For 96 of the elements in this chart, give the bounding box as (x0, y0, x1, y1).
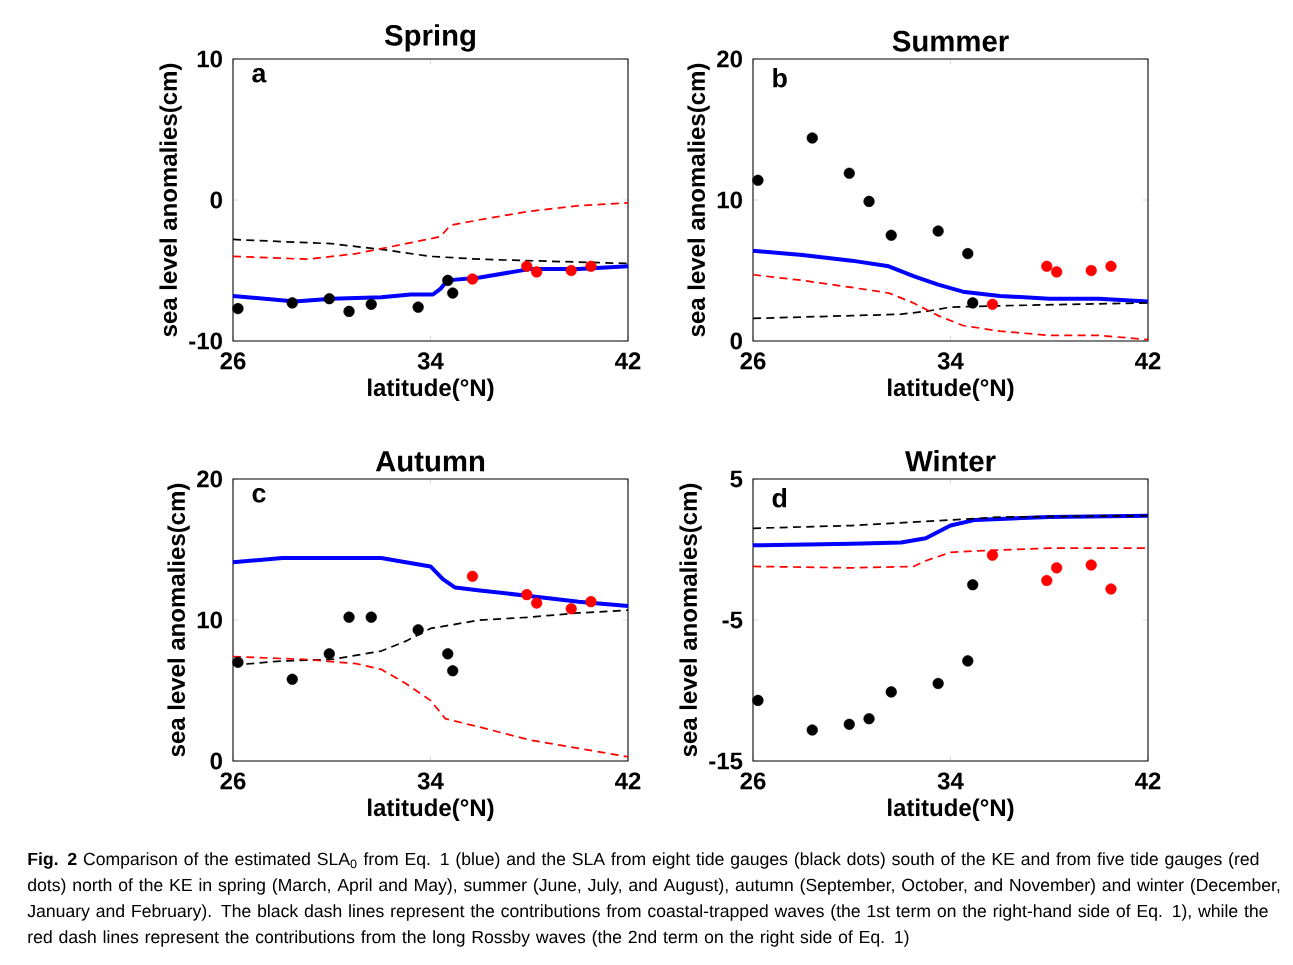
point (365, 611, 377, 623)
point (531, 597, 543, 609)
x-tick-label: 26 (740, 772, 766, 790)
y-tick-label: 20 (197, 470, 222, 488)
x-axis-title: latitude(°N) (888, 798, 1014, 821)
x-tick-label: 42 (1135, 772, 1161, 790)
chart-title: Summer (892, 30, 1009, 52)
point (1041, 574, 1053, 587)
y-tick-label: 0 (730, 332, 742, 350)
point (565, 264, 577, 277)
chart-title: Autumn (375, 451, 485, 472)
point (1041, 260, 1053, 272)
point (531, 266, 543, 278)
y-axis-title: sea level anomalies(cm) (679, 483, 702, 757)
point (986, 549, 999, 561)
point (343, 611, 355, 623)
point (565, 603, 577, 615)
line-series (752, 273, 1149, 341)
point (1105, 583, 1117, 595)
x-tick-label: 26 (220, 352, 246, 370)
point (447, 287, 459, 299)
point (806, 132, 818, 144)
point (323, 293, 335, 305)
annotation: b (773, 67, 787, 88)
x-tick-label: 26 (740, 352, 766, 370)
point (365, 298, 377, 310)
y-tick-label: 0 (210, 752, 222, 770)
line-series (751, 248, 1151, 304)
x-tick-label: 34 (937, 352, 964, 370)
x-tick-label: 34 (417, 352, 444, 370)
point (412, 301, 424, 313)
point (412, 624, 424, 636)
point (442, 274, 454, 286)
x-tick-label: 34 (937, 772, 964, 790)
point (843, 167, 855, 179)
point (521, 260, 533, 272)
line-series (232, 201, 629, 261)
point (752, 694, 764, 706)
point (466, 273, 479, 285)
y-tick-label: 10 (717, 191, 742, 209)
y-tick-label: 0 (210, 191, 222, 209)
annotation: c (252, 487, 266, 503)
point (863, 713, 875, 725)
x-tick-label: 42 (615, 352, 641, 370)
point (806, 724, 818, 736)
x-tick-label: 42 (1135, 352, 1161, 370)
annotation: a (252, 67, 267, 83)
point (585, 596, 597, 608)
y-tick-label: -15 (709, 752, 743, 770)
x-axis-title: latitude(°N) (368, 378, 494, 401)
point (1085, 264, 1097, 277)
y-tick-label: 10 (197, 611, 222, 629)
annotation: d (772, 487, 787, 508)
point (986, 298, 999, 310)
x-axis-title: latitude(°N) (888, 378, 1014, 401)
y-tick-label: 5 (730, 470, 743, 488)
point (343, 305, 355, 317)
point (323, 648, 335, 660)
y-tick-label: -5 (722, 611, 743, 629)
y-axis-title: sea level anomalies(cm) (159, 63, 182, 337)
chart-title: Spring (384, 24, 475, 52)
point (232, 302, 244, 315)
point (967, 579, 979, 591)
point (286, 297, 298, 309)
point (1105, 260, 1117, 272)
point (843, 718, 855, 730)
y-tick-label: 20 (717, 50, 742, 68)
text: Fig. 2 Comparison of the estimated SLA$_{0}$ from Eq. 1 (blue) and the SLA from eight tide gauges (black dots) south of the KE and from five tide gauges (red dots) north of the KE in spring (March, April and May), summer (June, July, and August), autumn (September, October, and November) and winter (December, January and February). The black dash lines represent the contributions from coastal-trapped waves (the 1st term on the right-hand side of Eq. 1), while the red dash lines represent the contributions from the long Rossby waves (the 2nd term on the right side of Eq. 1) (27, 852, 1280, 947)
point (863, 195, 875, 208)
point (442, 648, 454, 660)
point (885, 229, 897, 241)
point (1051, 266, 1063, 278)
y-tick-label: 10 (197, 50, 222, 68)
x-tick-label: 34 (417, 772, 444, 790)
point (521, 589, 533, 601)
point (962, 655, 974, 667)
y-axis-title: sea level anomalies(cm) (167, 483, 190, 757)
chart-title: Winter (905, 450, 996, 472)
x-tick-label: 42 (615, 772, 641, 790)
y-axis-title: sea level anomalies(cm) (687, 63, 710, 337)
point (466, 570, 479, 582)
point (962, 247, 974, 260)
point (932, 677, 944, 690)
point (1051, 562, 1063, 574)
point (286, 673, 298, 685)
point (885, 686, 897, 698)
point (967, 297, 979, 309)
point (585, 260, 597, 272)
x-axis-title: latitude(°N) (368, 798, 494, 821)
point (752, 174, 764, 186)
point (447, 665, 459, 677)
point (1085, 559, 1097, 571)
point (932, 225, 944, 237)
y-tick-label: -10 (189, 332, 222, 350)
point (232, 656, 244, 668)
x-tick-label: 26 (220, 772, 246, 790)
